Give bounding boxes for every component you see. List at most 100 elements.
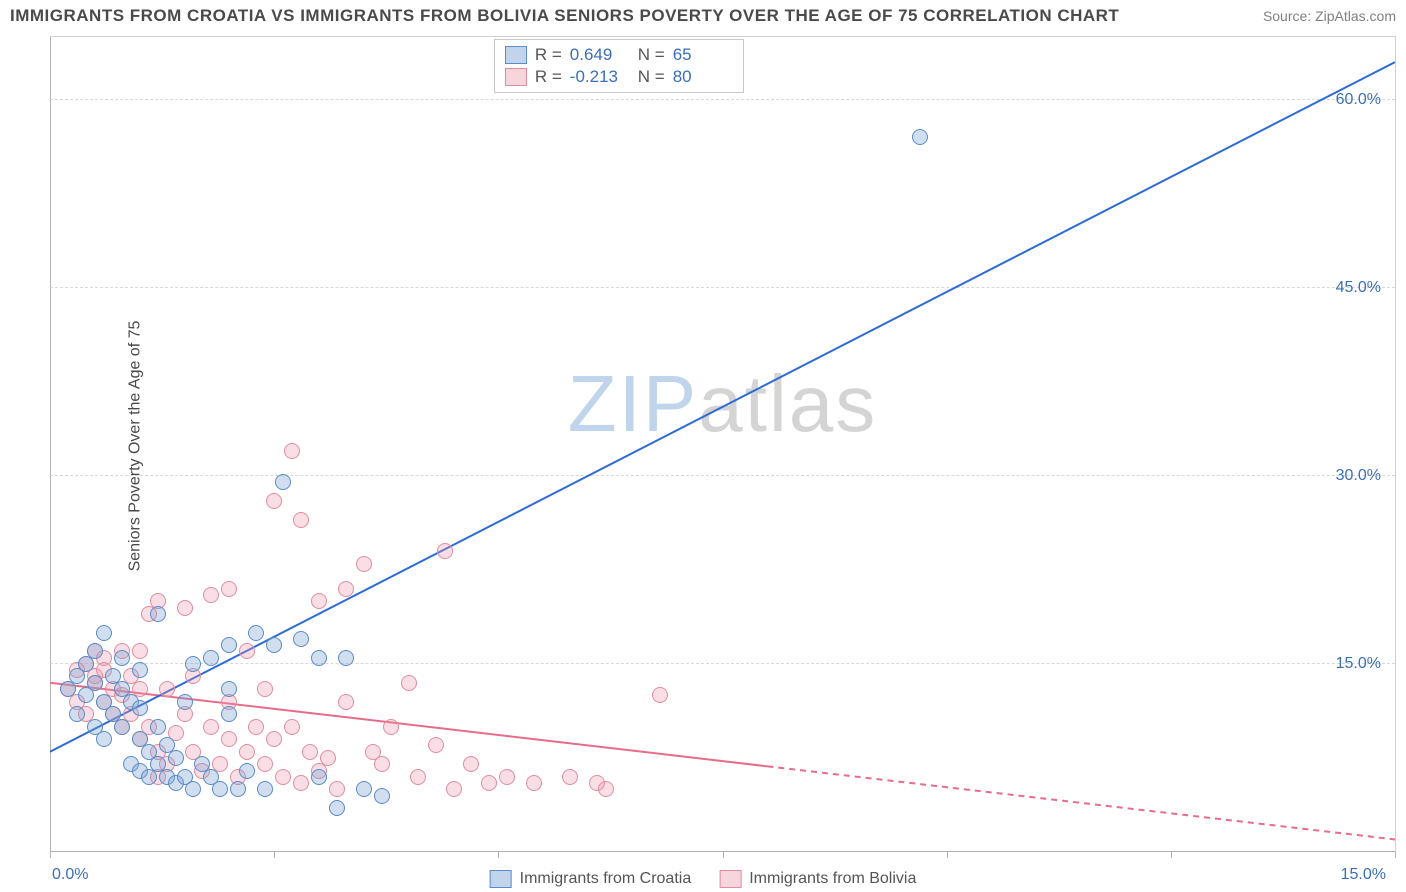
- scatter-point-bolivia: [257, 756, 273, 772]
- scatter-point-croatia: [114, 719, 130, 735]
- scatter-point-croatia: [185, 781, 201, 797]
- scatter-point-bolivia: [177, 600, 193, 616]
- scatter-point-bolivia: [383, 719, 399, 735]
- scatter-point-bolivia: [374, 756, 390, 772]
- scatter-point-croatia: [311, 650, 327, 666]
- scatter-point-bolivia: [302, 744, 318, 760]
- scatter-point-bolivia: [203, 719, 219, 735]
- scatter-point-croatia: [239, 763, 255, 779]
- scatter-point-bolivia: [410, 769, 426, 785]
- scatter-point-bolivia: [132, 643, 148, 659]
- x-tick-label-min: 0.0%: [52, 866, 88, 884]
- scatter-point-croatia: [912, 129, 928, 145]
- x-tick: [1171, 852, 1172, 858]
- scatter-points: [50, 37, 1395, 852]
- x-tick: [498, 852, 499, 858]
- legend-label: Immigrants from Croatia: [520, 870, 692, 888]
- scatter-point-croatia: [132, 700, 148, 716]
- n-value: 80: [673, 67, 733, 87]
- x-tick: [723, 852, 724, 858]
- scatter-point-croatia: [185, 656, 201, 672]
- scatter-point-bolivia: [284, 719, 300, 735]
- swatch-blue-icon: [490, 870, 512, 888]
- scatter-point-bolivia: [652, 687, 668, 703]
- scatter-point-bolivia: [437, 543, 453, 559]
- scatter-point-bolivia: [311, 593, 327, 609]
- bottom-legend: Immigrants from Croatia Immigrants from …: [490, 870, 917, 888]
- x-tick: [50, 852, 51, 858]
- scatter-point-bolivia: [159, 681, 175, 697]
- r-label: R =: [535, 45, 562, 65]
- source-attribution: Source: ZipAtlas.com: [1263, 8, 1396, 24]
- swatch-pink-icon: [505, 68, 527, 86]
- scatter-point-bolivia: [284, 443, 300, 459]
- scatter-point-croatia: [114, 650, 130, 666]
- scatter-point-bolivia: [446, 781, 462, 797]
- scatter-point-bolivia: [356, 556, 372, 572]
- scatter-point-bolivia: [293, 512, 309, 528]
- scatter-point-bolivia: [248, 719, 264, 735]
- scatter-point-bolivia: [598, 781, 614, 797]
- chart-title: IMMIGRANTS FROM CROATIA VS IMMIGRANTS FR…: [10, 6, 1119, 26]
- scatter-point-bolivia: [562, 769, 578, 785]
- scatter-point-bolivia: [266, 731, 282, 747]
- legend-label: Immigrants from Bolivia: [749, 870, 916, 888]
- scatter-point-bolivia: [239, 744, 255, 760]
- scatter-point-croatia: [150, 606, 166, 622]
- scatter-point-bolivia: [221, 731, 237, 747]
- n-value: 65: [673, 45, 733, 65]
- scatter-point-bolivia: [203, 587, 219, 603]
- swatch-blue-icon: [505, 46, 527, 64]
- scatter-point-bolivia: [239, 643, 255, 659]
- r-value: 0.649: [570, 45, 630, 65]
- scatter-point-croatia: [329, 800, 345, 816]
- scatter-point-bolivia: [257, 681, 273, 697]
- scatter-point-bolivia: [275, 769, 291, 785]
- scatter-point-croatia: [275, 474, 291, 490]
- scatter-point-bolivia: [338, 694, 354, 710]
- scatter-point-croatia: [87, 675, 103, 691]
- scatter-point-bolivia: [266, 493, 282, 509]
- chart-plot-area: ZIPatlas 15.0%30.0%45.0%60.0% R = 0.649 …: [50, 36, 1396, 852]
- scatter-point-croatia: [177, 694, 193, 710]
- x-tick: [274, 852, 275, 858]
- stats-legend: R = 0.649 N = 65 R = -0.213 N = 80: [494, 39, 744, 93]
- x-tick-label-max: 15.0%: [1341, 866, 1386, 884]
- scatter-point-croatia: [132, 662, 148, 678]
- scatter-point-bolivia: [499, 769, 515, 785]
- scatter-point-bolivia: [526, 775, 542, 791]
- scatter-point-bolivia: [293, 775, 309, 791]
- scatter-point-croatia: [338, 650, 354, 666]
- scatter-point-croatia: [87, 643, 103, 659]
- scatter-point-croatia: [168, 750, 184, 766]
- scatter-point-croatia: [212, 781, 228, 797]
- scatter-point-croatia: [374, 788, 390, 804]
- scatter-point-bolivia: [338, 581, 354, 597]
- scatter-point-croatia: [248, 625, 264, 641]
- scatter-point-croatia: [311, 769, 327, 785]
- scatter-point-croatia: [356, 781, 372, 797]
- scatter-point-bolivia: [428, 737, 444, 753]
- legend-item-croatia: Immigrants from Croatia: [490, 870, 692, 888]
- n-label: N =: [638, 45, 665, 65]
- stats-row-croatia: R = 0.649 N = 65: [505, 44, 733, 66]
- scatter-point-croatia: [293, 631, 309, 647]
- x-tick: [947, 852, 948, 858]
- stats-row-bolivia: R = -0.213 N = 80: [505, 66, 733, 88]
- scatter-point-croatia: [203, 650, 219, 666]
- scatter-point-bolivia: [329, 781, 345, 797]
- scatter-point-croatia: [150, 719, 166, 735]
- scatter-point-croatia: [221, 637, 237, 653]
- r-value: -0.213: [570, 67, 630, 87]
- n-label: N =: [638, 67, 665, 87]
- legend-item-bolivia: Immigrants from Bolivia: [719, 870, 916, 888]
- scatter-point-bolivia: [401, 675, 417, 691]
- scatter-point-bolivia: [463, 756, 479, 772]
- r-label: R =: [535, 67, 562, 87]
- scatter-point-croatia: [257, 781, 273, 797]
- scatter-point-bolivia: [320, 750, 336, 766]
- header: IMMIGRANTS FROM CROATIA VS IMMIGRANTS FR…: [0, 0, 1406, 32]
- scatter-point-bolivia: [221, 581, 237, 597]
- x-tick: [1395, 852, 1396, 858]
- scatter-point-croatia: [221, 706, 237, 722]
